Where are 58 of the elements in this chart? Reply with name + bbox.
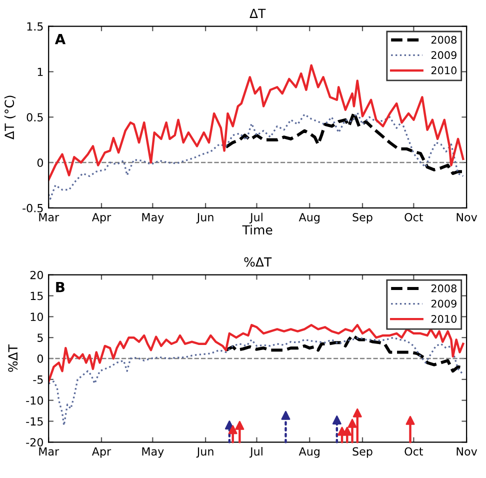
y-tick-label: -15 [26, 417, 43, 426]
chart-title: ΔT [250, 8, 266, 18]
x-tick-label: Nov [456, 447, 478, 456]
y-tick-label: 10 [30, 312, 43, 322]
x-tick-label: Jun [196, 447, 214, 458]
point [342, 426, 352, 436]
point [406, 416, 415, 425]
x-tick-label: Jul [249, 447, 262, 458]
y-axis-title: %ΔT [8, 344, 18, 372]
y-axis-title: ΔT (°C) [4, 96, 16, 140]
point [352, 408, 362, 418]
x-tick-label: Apr [92, 213, 112, 224]
point [281, 410, 290, 420]
x-tick-label: Jun [196, 213, 214, 224]
line-series [48, 324, 464, 383]
legend-label: 2009 [431, 51, 456, 60]
y-tick-label: 20 [30, 270, 43, 280]
x-tick-label: Oct [404, 447, 424, 456]
legend-label: 2008 [431, 284, 456, 292]
legend-label: 2010 [431, 66, 456, 74]
x-tick-label: Apr [92, 447, 112, 458]
x-axis-title: Time [242, 224, 272, 235]
annotation: B [56, 282, 64, 292]
y-tick-label: -5 [33, 376, 43, 384]
point [235, 420, 244, 430]
y-tick-label: 0.5 [26, 113, 43, 122]
y-tick-label: 1 [38, 68, 43, 76]
x-tick-label: May [142, 213, 164, 224]
x-tick-label: Mar [39, 213, 60, 222]
x-tick-label: Sep [352, 447, 372, 458]
line-series [48, 336, 464, 426]
point [228, 425, 238, 434]
y-tick-label: 1.5 [27, 22, 43, 31]
y-tick-label: 0 [37, 354, 43, 363]
x-tick-label: Jul [249, 212, 262, 224]
chart-title: %ΔT [244, 257, 272, 267]
legend-label: 2009 [431, 300, 456, 308]
y-tick-label: -0.5 [22, 204, 43, 212]
line-series [48, 64, 464, 181]
line-series [224, 111, 465, 175]
point [348, 418, 357, 428]
legend-label: 2008 [431, 36, 456, 44]
y-tick-label: -20 [26, 438, 43, 447]
y-tick-label: 0 [37, 158, 43, 167]
x-tick-label: May [142, 447, 164, 458]
legend-label: 2010 [431, 314, 456, 323]
x-tick-label: Sep [352, 212, 372, 224]
x-tick-label: Aug [298, 447, 320, 458]
x-tick-label: Mar [39, 447, 60, 456]
x-tick-label: Nov [456, 213, 478, 222]
point [332, 415, 342, 424]
annotation: A [54, 34, 66, 44]
x-tick-label: Aug [298, 213, 320, 224]
y-tick-label: 15 [30, 292, 43, 300]
line-series [48, 112, 464, 200]
x-tick-label: Oct [404, 212, 424, 222]
y-tick-label: -10 [26, 396, 43, 405]
y-tick-label: 5 [38, 334, 43, 342]
